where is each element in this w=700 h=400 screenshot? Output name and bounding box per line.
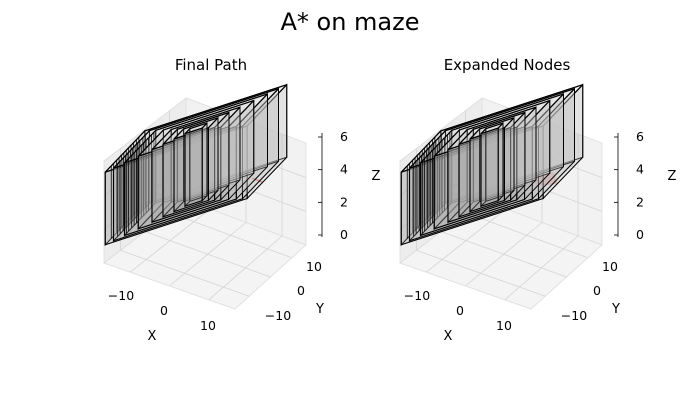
x-axis-label: X bbox=[148, 329, 157, 344]
grid-line bbox=[465, 212, 588, 259]
x-tick-label: 10 bbox=[496, 318, 512, 333]
start-marker bbox=[154, 184, 166, 196]
x-tick-label: 10 bbox=[200, 318, 216, 333]
z-tick-label: 6 bbox=[340, 129, 348, 144]
maze-wall bbox=[207, 116, 219, 202]
maze-wall-top bbox=[162, 111, 230, 145]
x-axis-label: X bbox=[444, 329, 453, 344]
z-tick-label: 2 bbox=[636, 194, 644, 209]
z-tick-label: 0 bbox=[340, 227, 348, 242]
maze-wall-top bbox=[184, 122, 208, 135]
maze-wall-top bbox=[433, 100, 551, 157]
maze-wall-top bbox=[458, 111, 526, 145]
y-axis-label: Y bbox=[315, 302, 324, 317]
z-tick-label: 2 bbox=[340, 194, 348, 209]
maze-wall-top bbox=[104, 84, 288, 173]
grid-line bbox=[208, 235, 283, 301]
grid-line bbox=[440, 231, 567, 278]
grid-line bbox=[169, 212, 292, 259]
z-axis-label: Z bbox=[668, 169, 677, 184]
subplot-title: Expanded Nodes bbox=[444, 56, 571, 74]
maze-wall bbox=[503, 116, 515, 202]
maze-wall-top bbox=[400, 84, 584, 173]
x-tick-label: −10 bbox=[108, 288, 134, 303]
z-tick-label: 4 bbox=[340, 162, 348, 177]
z-tick-label: 0 bbox=[636, 227, 644, 242]
maze-wall bbox=[184, 127, 203, 208]
x-tick-label: 0 bbox=[456, 303, 464, 318]
y-tick-label: 10 bbox=[602, 259, 618, 274]
grid-line bbox=[144, 231, 271, 278]
x-tick-label: 0 bbox=[160, 303, 168, 318]
maze-wall bbox=[480, 127, 499, 208]
z-tick-label: 6 bbox=[636, 129, 644, 144]
y-tick-label: 10 bbox=[306, 259, 322, 274]
maze-wall bbox=[497, 121, 504, 202]
maze-wall-top bbox=[137, 100, 255, 157]
figure-title: A* on maze bbox=[280, 8, 419, 36]
z-tick-label: 4 bbox=[636, 162, 644, 177]
path-segment bbox=[251, 177, 263, 183]
y-tick-label: 0 bbox=[297, 283, 305, 298]
y-tick-label: −10 bbox=[561, 308, 587, 323]
maze-wall bbox=[201, 121, 208, 202]
z-axis-label: Z bbox=[372, 169, 381, 184]
maze-wall-top bbox=[124, 93, 268, 164]
x-tick-label: −10 bbox=[404, 288, 430, 303]
subplot-title: Final Path bbox=[175, 56, 247, 74]
maze-wall-top bbox=[480, 122, 504, 135]
y-axis-label: Y bbox=[611, 302, 620, 317]
start-marker bbox=[450, 184, 462, 196]
y-tick-label: 0 bbox=[593, 283, 601, 298]
grid-line bbox=[504, 235, 579, 301]
y-tick-label: −10 bbox=[265, 308, 291, 323]
maze-wall-top bbox=[420, 93, 564, 164]
